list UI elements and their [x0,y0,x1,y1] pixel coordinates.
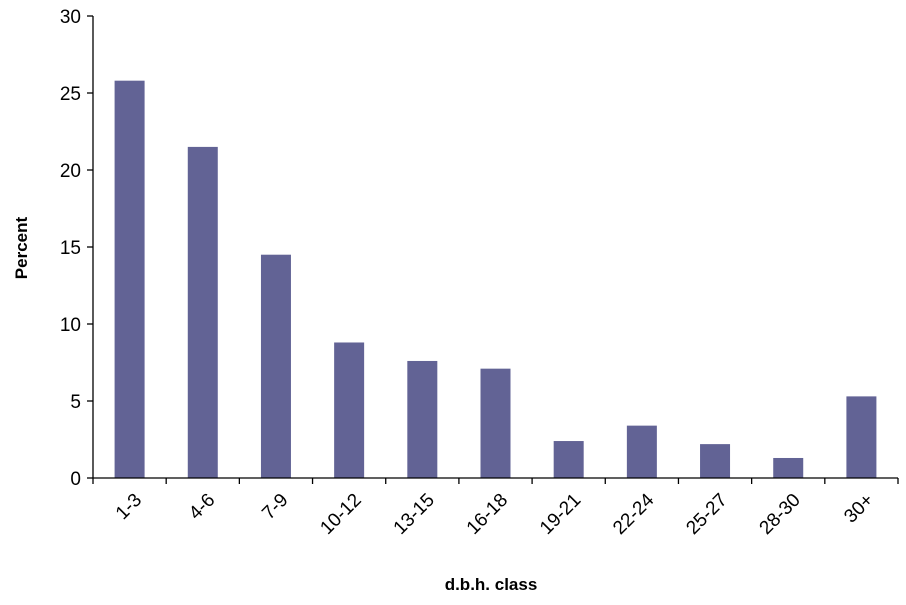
y-tick-label: 10 [60,315,81,336]
y-ticks: 0 5 10 15 20 25 30 [60,7,93,490]
bar-25-27 [700,444,731,478]
x-tick-label: 30+ [840,490,878,528]
bar-4-6 [187,146,218,478]
y-tick-label: 30 [60,7,81,28]
bar-13-15 [407,360,438,478]
x-tick-label: 1-3 [112,490,146,524]
y-tick-label: 5 [70,392,81,413]
y-tick-label: 20 [60,161,81,182]
bar-7-9 [260,254,291,478]
x-tick-label: 16-18 [463,490,512,539]
bar-1-3 [114,80,145,479]
bars-layer [114,80,877,479]
x-tick-label: 13-15 [390,490,439,539]
x-tick-label: 22-24 [609,489,659,539]
x-tick-label: 25-27 [682,490,731,539]
y-axis-title: Percent [12,216,31,279]
x-tick-label: 4-6 [185,490,219,524]
bar-22-24 [626,425,657,478]
x-axis-title: d.b.h. class [445,575,538,594]
bar-30+ [846,396,877,478]
bar-19-21 [553,441,584,478]
x-tick-label: 19-21 [536,490,585,539]
y-tick-label: 15 [60,238,81,259]
bar-10-12 [334,342,365,478]
x-ticks: 1-3 4-6 7-9 10-12 13-15 16-18 19-21 22-24 25-27 2… [92,478,899,539]
x-tick-label: 28-30 [756,490,805,539]
x-tick-label: 7-9 [258,490,292,524]
y-tick-label: 0 [70,469,81,490]
y-tick-label: 25 [60,84,81,105]
x-tick-label: 10-12 [316,490,365,539]
bar-16-18 [480,368,511,478]
bar-28-30 [773,457,804,478]
